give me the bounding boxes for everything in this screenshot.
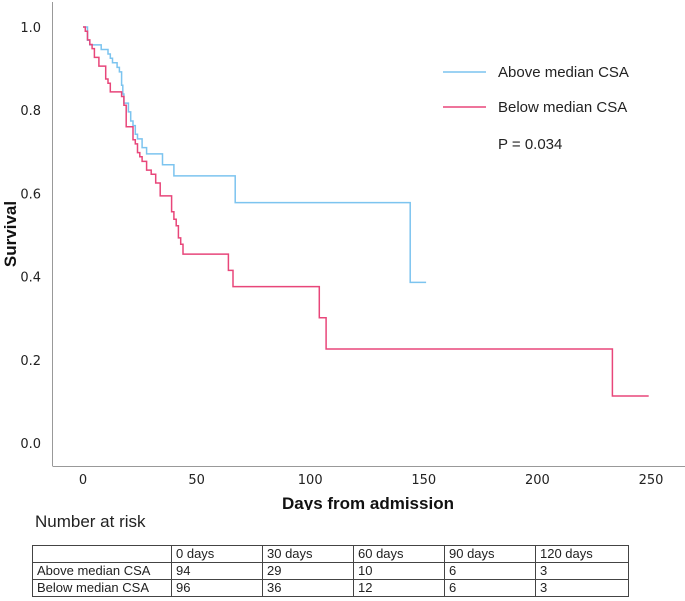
- x-axis-title: Days from admission: [282, 494, 454, 510]
- risk-cell: 29: [262, 562, 354, 580]
- curve-below-median-csa: [83, 26, 649, 397]
- risk-cell: 6: [444, 579, 536, 597]
- risk-cell: 10: [353, 562, 445, 580]
- x-tick-label: 50: [188, 473, 205, 488]
- x-tick-label: 250: [639, 473, 664, 488]
- risk-table-title: Number at risk: [35, 512, 146, 531]
- survival-curves: [83, 26, 649, 397]
- x-tick-label: 150: [411, 473, 436, 488]
- x-tick-label: 100: [298, 473, 323, 488]
- x-tick-labels: 0 50 100 150 200 250: [79, 473, 664, 488]
- legend-label-below: Below median CSA: [498, 99, 627, 116]
- curve-above-median-csa: [83, 26, 427, 284]
- x-tick-label: 0: [79, 473, 87, 488]
- risk-cell: 3: [535, 562, 629, 580]
- number-at-risk-table: 0 days 30 days 60 days 90 days 12 0 days …: [32, 545, 629, 597]
- risk-header-cell: [32, 545, 172, 563]
- y-tick-label: 0.4: [20, 271, 41, 286]
- y-tick-label: 0.6: [20, 187, 41, 202]
- risk-header-cell: 0 days: [171, 545, 263, 563]
- x-tick-label: 200: [525, 473, 550, 488]
- risk-cell: 6: [444, 562, 536, 580]
- risk-cell: 12: [353, 579, 445, 597]
- y-tick-label: 1.0: [20, 21, 41, 36]
- y-tick-labels: 0.0 0.2 0.4 0.6 0.8 1.0: [20, 21, 41, 452]
- risk-cell: 3: [535, 579, 629, 597]
- y-tick-label: 0.0: [20, 437, 41, 452]
- km-chart: 0.0 0.2 0.4 0.6 0.8 1.0 0 50 100 150 200 250 Survi…: [1, 2, 685, 510]
- risk-header-cell: 90 days: [444, 545, 536, 563]
- risk-cell: 94: [171, 562, 263, 580]
- risk-cell: 36: [262, 579, 354, 597]
- risk-table-header-row: 0 days 30 days 60 days 90 days 120 days: [32, 545, 629, 563]
- y-tick-label: 0.8: [20, 104, 41, 119]
- risk-header-cell: 120 days: [535, 545, 629, 563]
- axes: [52, 2, 685, 467]
- risk-table-row: Above median CSA 94 29 10 6 3: [32, 562, 629, 580]
- risk-table-row: Below median CSA 96 36 12 6 3: [32, 579, 629, 597]
- risk-row-label: Below median CSA: [32, 579, 172, 597]
- risk-header-cell: 60 days: [353, 545, 445, 563]
- legend: Above median CSA Below median CSA P = 0.…: [443, 64, 629, 153]
- risk-cell: 96: [171, 579, 263, 597]
- y-axis-title: Survival: [1, 201, 20, 267]
- risk-row-label: Above median CSA: [32, 562, 172, 580]
- p-value-annotation: P = 0.034: [498, 136, 562, 153]
- y-tick-label: 0.2: [20, 354, 41, 369]
- risk-header-cell: 30 days: [262, 545, 354, 563]
- legend-label-above: Above median CSA: [498, 64, 629, 81]
